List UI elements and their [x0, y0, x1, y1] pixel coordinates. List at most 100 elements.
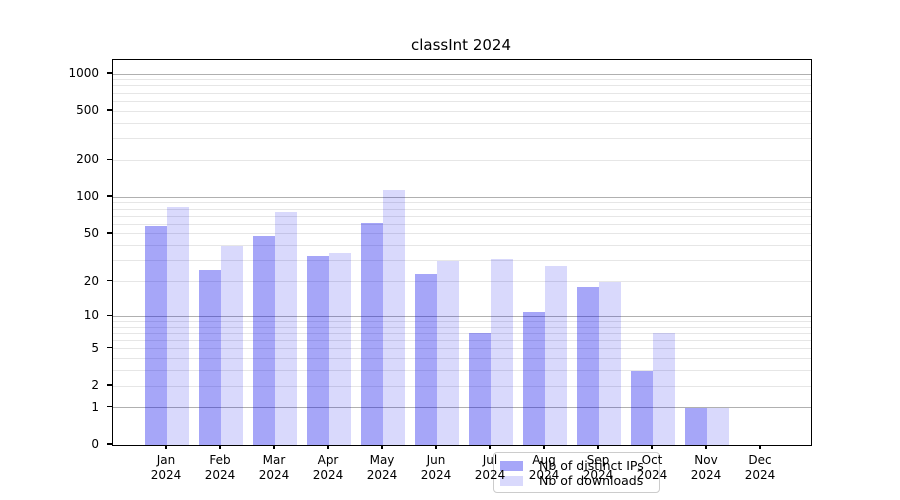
x-axis-tick — [273, 445, 275, 450]
y-axis-tick — [107, 443, 112, 445]
x-axis-tick — [543, 445, 545, 450]
minor-gridline — [113, 332, 811, 334]
minor-gridline — [113, 110, 811, 112]
y-axis-tick — [107, 158, 112, 160]
bar-downloads — [383, 190, 405, 445]
minor-gridline — [113, 92, 811, 94]
minor-gridline — [113, 281, 811, 282]
y-axis-tick-label: 2 — [91, 378, 99, 392]
minor-gridline — [113, 320, 811, 322]
y-axis-tick — [107, 195, 112, 197]
x-axis-tick-label: Dec 2024 — [744, 453, 776, 482]
x-axis-tick — [327, 445, 329, 450]
bar-distinct-ips — [523, 311, 545, 445]
major-gridline — [113, 196, 811, 198]
x-axis-tick-label: Apr 2024 — [312, 453, 344, 482]
minor-gridline — [113, 85, 811, 87]
x-axis-tick-label: Sep 2024 — [582, 453, 614, 482]
minor-gridline — [113, 122, 811, 124]
minor-gridline — [113, 215, 811, 217]
y-axis-tick-label: 1000 — [68, 66, 99, 80]
y-axis-tick-label: 1 — [91, 399, 99, 414]
minor-gridline — [113, 260, 811, 262]
minor-gridline — [113, 223, 811, 225]
minor-gridline — [113, 202, 811, 204]
y-axis-tick-label: 5 — [91, 340, 99, 355]
x-axis-tick-label: Mar 2024 — [258, 453, 290, 482]
plot-area: Nb of distinct IPs Nb of downloads — [112, 59, 812, 493]
bar-distinct-ips — [361, 222, 383, 445]
bar-downloads — [707, 407, 729, 445]
minor-gridline — [113, 100, 811, 102]
bar-distinct-ips — [199, 270, 221, 445]
x-axis-tick — [705, 445, 707, 450]
bar-downloads — [653, 333, 675, 445]
x-axis-tick — [219, 445, 221, 450]
minor-gridline — [113, 208, 811, 210]
bar-distinct-ips — [145, 226, 167, 445]
bar-downloads — [545, 266, 567, 445]
legend-swatch-distinct-ips — [500, 460, 523, 471]
bar-downloads — [329, 252, 351, 445]
x-axis-tick — [381, 445, 383, 450]
x-axis-tick-label: Oct 2024 — [636, 453, 668, 482]
x-axis-tick-label: Jan 2024 — [150, 453, 182, 482]
y-axis-tick-label: 10 — [83, 308, 99, 323]
minor-gridline — [113, 159, 811, 161]
bar-distinct-ips — [685, 407, 707, 445]
x-axis-tick — [597, 445, 599, 450]
minor-gridline — [113, 245, 811, 247]
minor-gridline — [113, 370, 811, 372]
minor-gridline — [113, 385, 811, 387]
y-axis-tick-label: 100 — [76, 189, 99, 204]
minor-gridline — [113, 340, 811, 341]
bar-downloads — [491, 258, 513, 445]
bar-downloads — [437, 260, 459, 445]
bar-distinct-ips — [307, 255, 329, 445]
y-axis-tick — [107, 384, 112, 386]
minor-gridline — [113, 358, 811, 360]
major-gridline — [113, 407, 811, 409]
bar-distinct-ips — [415, 274, 437, 445]
x-axis-tick-label: Feb 2024 — [204, 453, 236, 482]
y-axis-tick — [107, 347, 112, 349]
bar-distinct-ips — [253, 236, 275, 445]
minor-gridline — [113, 348, 811, 350]
x-axis-tick-label: Aug 2024 — [528, 453, 560, 482]
y-axis-tick — [107, 406, 112, 408]
legend-item-distinct-ips: Nb of distinct IPs — [500, 458, 653, 473]
major-gridline — [113, 73, 811, 75]
bar-downloads — [221, 245, 243, 445]
bar-downloads — [167, 207, 189, 445]
x-axis-tick-label: Jul 2024 — [474, 453, 506, 482]
x-axis-tick-label: Jun 2024 — [420, 453, 452, 482]
bar-distinct-ips — [631, 370, 653, 445]
bar-distinct-ips — [469, 333, 491, 445]
x-axis-tick — [651, 445, 653, 450]
x-axis-tick — [435, 445, 437, 450]
minor-gridline — [113, 233, 811, 235]
chart-title: classInt 2024 — [411, 36, 511, 54]
y-axis-tick — [107, 279, 112, 282]
bar-distinct-ips — [577, 286, 599, 445]
legend-item-downloads: Nb of downloads — [500, 473, 653, 488]
x-axis-tick-label: Nov 2024 — [690, 453, 722, 482]
y-axis-tick-label: 0 — [91, 437, 99, 451]
y-axis-tick — [107, 314, 112, 316]
y-axis-tick — [107, 232, 112, 234]
x-axis-tick — [489, 445, 491, 450]
legend: Nb of distinct IPs Nb of downloads — [493, 452, 660, 493]
y-axis-tick — [107, 72, 112, 74]
minor-gridline — [113, 138, 811, 140]
x-axis-tick-label: May 2024 — [366, 453, 398, 482]
minor-gridline — [113, 79, 811, 81]
y-axis-tick-label: 500 — [76, 103, 99, 118]
major-gridline — [113, 315, 811, 317]
x-axis-tick — [165, 445, 167, 450]
y-axis-tick-label: 20 — [83, 273, 99, 288]
legend-label-distinct-ips: Nb of distinct IPs — [539, 458, 644, 473]
legend-label-downloads: Nb of downloads — [539, 473, 644, 488]
x-axis-tick — [759, 445, 761, 450]
bar-downloads — [275, 211, 297, 445]
